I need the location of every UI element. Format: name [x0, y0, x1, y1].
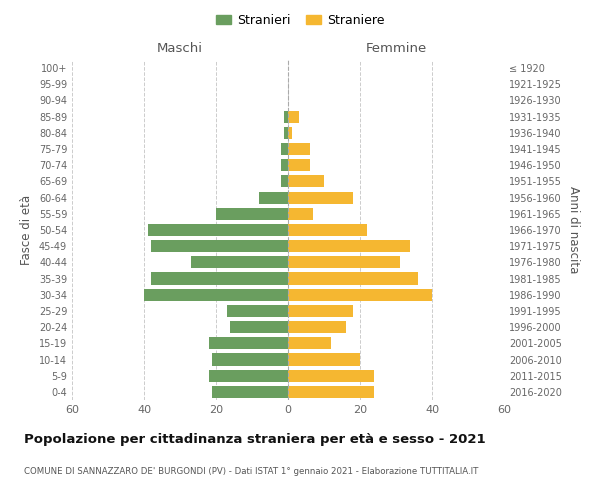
Bar: [148, 224, 288, 236]
Bar: [151, 272, 288, 284]
Bar: [288, 176, 324, 188]
Bar: [281, 143, 288, 155]
Bar: [281, 159, 288, 172]
Legend: Stranieri, Straniere: Stranieri, Straniere: [211, 8, 389, 32]
Bar: [191, 256, 288, 268]
Bar: [288, 143, 310, 155]
Bar: [288, 224, 367, 236]
Bar: [259, 192, 288, 203]
Bar: [288, 272, 418, 284]
Bar: [288, 386, 374, 398]
Bar: [288, 127, 292, 139]
Bar: [230, 321, 288, 333]
Bar: [144, 288, 288, 301]
Bar: [288, 338, 331, 349]
Bar: [288, 305, 353, 317]
Text: Maschi: Maschi: [157, 42, 203, 55]
Bar: [288, 159, 310, 172]
Bar: [288, 192, 353, 203]
Text: Femmine: Femmine: [365, 42, 427, 55]
Bar: [284, 110, 288, 122]
Bar: [288, 208, 313, 220]
Bar: [216, 208, 288, 220]
Bar: [209, 370, 288, 382]
Bar: [288, 240, 410, 252]
Bar: [288, 110, 299, 122]
Bar: [227, 305, 288, 317]
Bar: [284, 127, 288, 139]
Bar: [209, 338, 288, 349]
Bar: [288, 354, 360, 366]
Bar: [151, 240, 288, 252]
Bar: [288, 256, 400, 268]
Bar: [212, 354, 288, 366]
Y-axis label: Fasce di età: Fasce di età: [20, 195, 33, 265]
Bar: [281, 176, 288, 188]
Bar: [288, 370, 374, 382]
Text: Popolazione per cittadinanza straniera per età e sesso - 2021: Popolazione per cittadinanza straniera p…: [24, 432, 485, 446]
Bar: [288, 288, 432, 301]
Y-axis label: Anni di nascita: Anni di nascita: [567, 186, 580, 274]
Bar: [288, 321, 346, 333]
Bar: [212, 386, 288, 398]
Text: COMUNE DI SANNAZZARO DE' BURGONDI (PV) - Dati ISTAT 1° gennaio 2021 - Elaborazio: COMUNE DI SANNAZZARO DE' BURGONDI (PV) -…: [24, 468, 478, 476]
